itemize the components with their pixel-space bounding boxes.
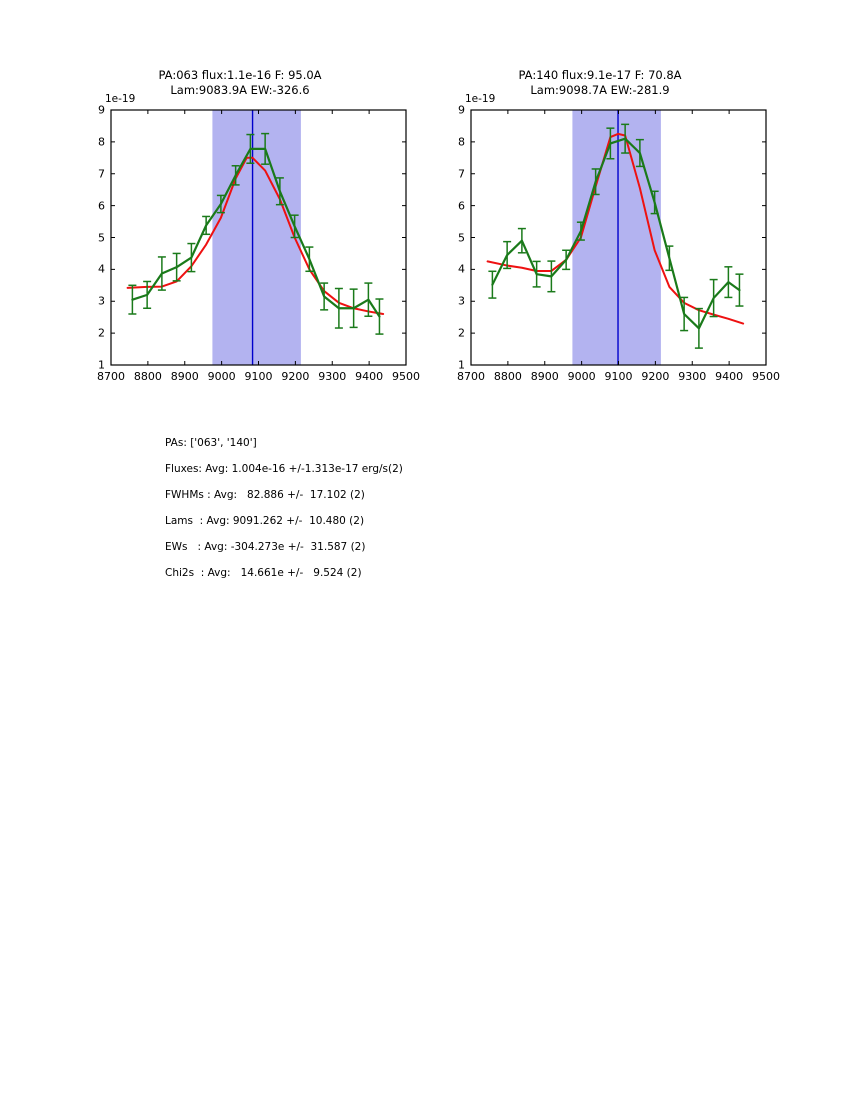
- series-observed-spectrum: [491, 137, 741, 330]
- x-tick-label: 9100: [604, 370, 633, 383]
- x-tick-label: 9400: [355, 370, 384, 383]
- summary-line-ews: EWs : Avg: -304.273e +/- 31.587 (2): [165, 541, 366, 553]
- x-tick-label: 8900: [530, 370, 559, 383]
- x-tick-label: 9000: [567, 370, 596, 383]
- y-tick-label: 2: [458, 326, 465, 340]
- summary-line-lams: Lams : Avg: 9091.262 +/- 10.480 (2): [165, 515, 365, 527]
- panel-title-line2: Lam:9098.7A EW:-281.9: [530, 83, 670, 97]
- x-tick-label: 8700: [457, 370, 485, 383]
- panel-title-pa-140: PA:140 flux:9.1e-17 F: 70.8A: [420, 68, 780, 83]
- y-tick-label: 2: [98, 326, 105, 340]
- x-tick-label: 9400: [715, 370, 744, 383]
- panel-title-pa-140-line2: Lam:9098.7A EW:-281.9: [420, 83, 780, 98]
- x-tick-label: 9200: [641, 370, 670, 383]
- axes-right: [470, 109, 767, 366]
- y-tick-label: 7: [458, 167, 465, 181]
- x-tick-label: 8800: [133, 370, 162, 383]
- x-tick-label: 9000: [207, 370, 236, 383]
- x-tick-label: 9300: [318, 370, 347, 383]
- x-tick-label: 9100: [244, 370, 273, 383]
- y-tick-label: 9: [458, 103, 465, 117]
- summary-line-fwhms: FWHMs : Avg: 82.886 +/- 17.102 (2): [165, 489, 365, 501]
- panel-title-line2: Lam:9083.9A EW:-326.6: [170, 83, 310, 97]
- y-tick-label: 3: [98, 294, 105, 308]
- panel-title-line1: PA:063 flux:1.1e-16 F: 95.0A: [158, 68, 322, 82]
- y-tick-label: 5: [458, 231, 465, 244]
- y-tick-label: 1: [458, 358, 465, 372]
- series-observed-spectrum: [131, 147, 381, 318]
- y-tick-label: 9: [98, 103, 105, 117]
- panel-title-pa-063-line2: Lam:9083.9A EW:-326.6: [60, 83, 420, 98]
- x-tick-label: 9500: [752, 370, 780, 383]
- x-tick-label: 8800: [493, 370, 522, 383]
- summary-line-pas: PAs: ['063', '140']: [165, 437, 257, 449]
- y-tick-label: 6: [98, 199, 105, 213]
- y-offset-label-right: 1e-19: [465, 93, 496, 105]
- summary-line-chi2s: Chi2s : Avg: 14.661e +/- 9.524 (2): [165, 567, 362, 579]
- y-tick-label: 6: [458, 199, 465, 213]
- y-tick-label: 3: [458, 294, 465, 308]
- y-tick-label: 5: [98, 231, 105, 244]
- shaded-line-region: [572, 110, 661, 365]
- x-tick-label: 9200: [281, 370, 310, 383]
- x-tick-label: 9500: [392, 370, 420, 383]
- y-tick-label: 8: [98, 135, 105, 149]
- panel-pa-063: PA:063 flux:1.1e-16 F: 95.0A Lam:9083.9A…: [60, 68, 420, 388]
- summary-statistics-block: PAs: ['063', '140'] Fluxes: Avg: 1.004e-…: [165, 430, 585, 586]
- y-tick-label: 4: [458, 262, 465, 276]
- summary-line-fluxes: Fluxes: Avg: 1.004e-16 +/-1.313e-17 erg/…: [165, 463, 403, 475]
- y-tick-label: 7: [98, 167, 105, 181]
- y-tick-label: 8: [458, 135, 465, 149]
- x-tick-label: 9300: [678, 370, 707, 383]
- panel-pa-140: PA:140 flux:9.1e-17 F: 70.8A Lam:9098.7A…: [420, 68, 780, 388]
- axes-left: [110, 109, 407, 366]
- y-tick-label: 4: [98, 262, 105, 276]
- y-tick-label: 1: [98, 358, 105, 372]
- x-tick-label: 8700: [97, 370, 125, 383]
- x-tick-label: 8900: [170, 370, 199, 383]
- y-offset-label-left: 1e-19: [105, 93, 136, 105]
- panel-title-line1: PA:140 flux:9.1e-17 F: 70.8A: [518, 68, 682, 82]
- shaded-line-region: [212, 110, 301, 365]
- axes-frame: [110, 109, 407, 366]
- panel-title-pa-063: PA:063 flux:1.1e-16 F: 95.0A: [60, 68, 420, 83]
- axes-frame: [470, 109, 767, 366]
